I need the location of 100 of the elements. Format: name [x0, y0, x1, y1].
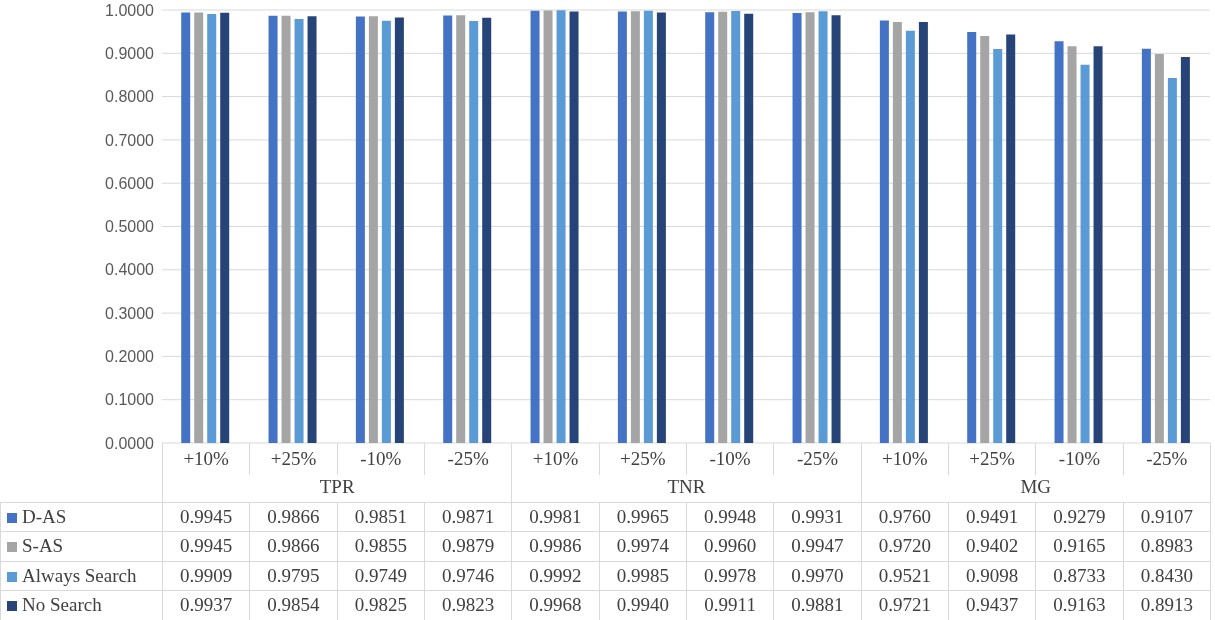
bar: [220, 12, 230, 443]
bar: [918, 22, 928, 443]
x-tick-label: -10%: [686, 443, 774, 475]
bar: [1093, 46, 1103, 443]
y-tick-label: 0.2000: [105, 348, 155, 366]
x-tick-label: -10%: [337, 443, 425, 475]
data-label: 0.9981: [511, 502, 600, 532]
data-label: 0.9945: [162, 502, 250, 532]
data-label: 0.9871: [424, 502, 512, 532]
y-tick-label: 0.4000: [105, 261, 155, 279]
legend-label: Always Search: [0, 561, 163, 591]
data-label: 0.9163: [1035, 590, 1124, 620]
bar: [268, 15, 278, 443]
data-label: 0.9491: [948, 502, 1036, 532]
bar: [892, 22, 902, 443]
data-label: 0.9107: [1123, 502, 1211, 532]
legend-label: No Search: [0, 590, 163, 620]
bar: [617, 11, 627, 443]
bar: [980, 35, 990, 443]
bar: [656, 12, 666, 443]
x-tick-label: +10%: [861, 443, 949, 475]
bar: [905, 30, 915, 443]
data-label: 0.9881: [773, 590, 862, 620]
data-label: 0.9855: [337, 531, 425, 561]
y-tick-label: 0.5000: [105, 218, 155, 236]
data-label: 0.9940: [599, 590, 687, 620]
y-tick-label: 0.3000: [105, 304, 155, 322]
data-label: 0.9992: [511, 561, 600, 591]
bar: [1054, 41, 1064, 443]
data-label: 0.9823: [424, 590, 512, 620]
data-label: 0.9937: [162, 590, 250, 620]
data-label: 0.9866: [249, 502, 338, 532]
legend-label: S-AS: [0, 531, 163, 561]
bar: [993, 49, 1003, 443]
text: MG: [861, 475, 1211, 502]
y-tick-label: 0.6000: [105, 174, 155, 192]
x-tick-label: -25%: [773, 443, 862, 475]
data-label: 0.9986: [511, 531, 600, 561]
y-tick-label: 0.0000: [105, 434, 155, 452]
bar: [1180, 57, 1190, 443]
data-label: 0.9854: [249, 590, 338, 620]
data-label: 0.9795: [249, 561, 338, 591]
data-label: 0.9879: [424, 531, 512, 561]
bar: [443, 15, 453, 443]
data-label: 0.9965: [599, 502, 687, 532]
bar: [281, 15, 291, 443]
bar: [831, 15, 841, 443]
x-tick-label: +10%: [162, 443, 250, 475]
bar: [1167, 77, 1177, 443]
data-label: 0.9968: [511, 590, 600, 620]
bar: [805, 12, 815, 443]
data-label: 0.9909: [162, 561, 250, 591]
data-label: 0.9970: [773, 561, 862, 591]
y-tick-label: 0.9000: [105, 44, 155, 62]
bar: [1080, 64, 1090, 443]
y-tick-label: 0.7000: [105, 131, 155, 149]
data-label: 0.9947: [773, 531, 862, 561]
text: TNR: [511, 475, 862, 502]
bar: [355, 16, 365, 443]
data-label: 0.8430: [1123, 561, 1211, 591]
bar: [569, 11, 579, 443]
x-tick-label: +10%: [511, 443, 600, 475]
bar: [967, 32, 977, 443]
bar: [556, 10, 566, 443]
y-tick-label: 0.1000: [105, 391, 155, 409]
bar: [482, 17, 492, 443]
bar: [1067, 46, 1077, 443]
data-label: 0.9402: [948, 531, 1036, 561]
data-label: 0.8913: [1123, 590, 1211, 620]
data-label: 0.9720: [861, 531, 949, 561]
bar: [1154, 54, 1164, 443]
data-label: 0.9825: [337, 590, 425, 620]
data-label: 0.9279: [1035, 502, 1124, 532]
text: TPR: [162, 475, 512, 502]
x-tick-label: -10%: [1035, 443, 1124, 475]
legend-label: D-AS: [0, 502, 163, 532]
bar: [207, 13, 217, 443]
data-label: 0.9437: [948, 590, 1036, 620]
bar: [1006, 34, 1016, 443]
bar: [731, 10, 741, 443]
data-label: 0.9911: [686, 590, 774, 620]
data-label: 0.9948: [686, 502, 774, 532]
y-tick-label: 0.8000: [105, 88, 155, 106]
bar: [705, 12, 715, 443]
bar: [543, 10, 553, 443]
data-label: 0.9974: [599, 531, 687, 561]
data-label: 0.9760: [861, 502, 949, 532]
bar: [294, 18, 304, 443]
data-label: 0.9749: [337, 561, 425, 591]
bar: [456, 15, 466, 443]
data-label: 0.9945: [162, 531, 250, 561]
data-label: 0.9960: [686, 531, 774, 561]
bar: [469, 21, 479, 443]
bar: [394, 17, 404, 443]
bar: [643, 10, 653, 443]
data-label: 0.9746: [424, 561, 512, 591]
data-label: 0.9521: [861, 561, 949, 591]
data-label: 0.9165: [1035, 531, 1124, 561]
bar: [744, 13, 754, 443]
bar: [381, 20, 391, 443]
